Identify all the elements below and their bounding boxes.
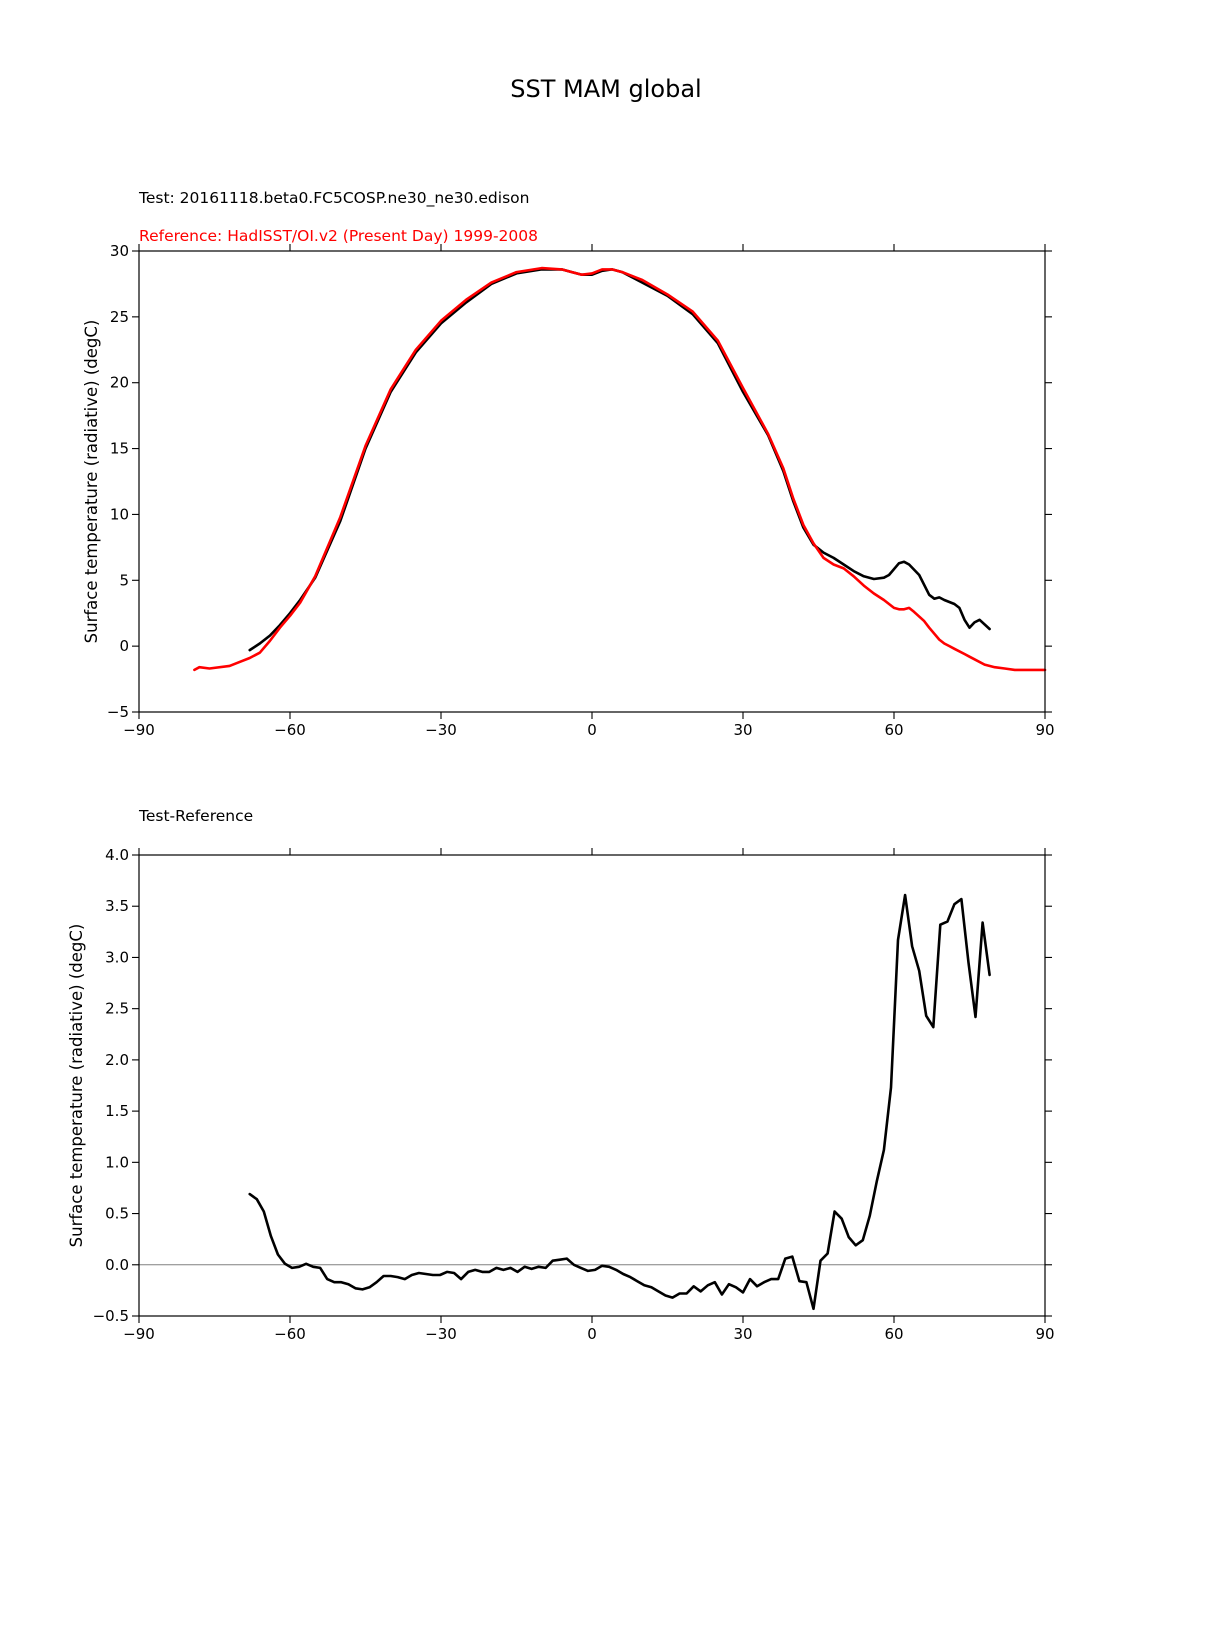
y-tick-label: −5 [107,703,129,721]
difference-subtitle: Test-Reference [139,807,254,825]
y-tick-label: 5 [119,571,129,589]
x-tick-label: −30 [425,1325,457,1343]
x-tick-label: −60 [274,721,306,739]
reference-label: Reference: HadISST/OI.v2 (Present Day) 1… [139,227,538,245]
y-axis-label: Surface temperature (radiative) (degC) [67,924,86,1248]
x-tick-label: −90 [123,721,155,739]
x-tick-label: 90 [1035,1325,1054,1343]
bottom-panel: −90 −60 −30 0 30 60 90 −0.5 0.0 0.5 1.0 1.5 2.0 2.5 3.… [67,846,1055,1343]
x-tick-label: 0 [587,1325,597,1343]
y-tick-label: 1.5 [105,1102,129,1120]
y-tick-label: 3.0 [105,948,129,966]
y-tick-label: 2.0 [105,1051,129,1069]
y-tick-label: 25 [110,308,129,326]
top-panel: −90 −60 −30 0 30 60 90 −5 0 5 10 15 20 25 30 Surface te… [82,242,1055,739]
y-tick-label: 3.5 [105,897,129,915]
y-tick-label: −0.5 [93,1307,129,1325]
y-tick-label: 0.0 [105,1256,129,1274]
y-tick-label: 1.0 [105,1153,129,1171]
y-tick-label: 15 [110,440,129,458]
x-tick-label: 30 [733,721,752,739]
y-tick-label: 0 [119,637,129,655]
series-line-0 [248,893,991,1311]
page-title: SST MAM global [510,75,702,103]
x-tick-label: 60 [884,721,903,739]
series-line-1 [193,266,1047,672]
x-tick-label: 0 [587,721,597,739]
x-tick-label: 90 [1035,721,1054,739]
x-tick-label: 60 [884,1325,903,1343]
y-axis-label: Surface temperature (radiative) (degC) [82,320,101,644]
x-tick-label: −30 [425,721,457,739]
x-tick-label: −60 [274,1325,306,1343]
x-tick-label: 30 [733,1325,752,1343]
y-tick-label: 0.5 [105,1205,129,1223]
test-label: Test: 20161118.beta0.FC5COSP.ne30_ne30.e… [139,189,530,207]
y-tick-label: 20 [110,374,129,392]
y-tick-label: 4.0 [105,846,129,864]
y-tick-label: 30 [110,242,129,260]
y-tick-label: 10 [110,505,129,523]
x-tick-label: −90 [123,1325,155,1343]
axes-frame [138,250,1046,713]
y-tick-label: 2.5 [105,1000,129,1018]
